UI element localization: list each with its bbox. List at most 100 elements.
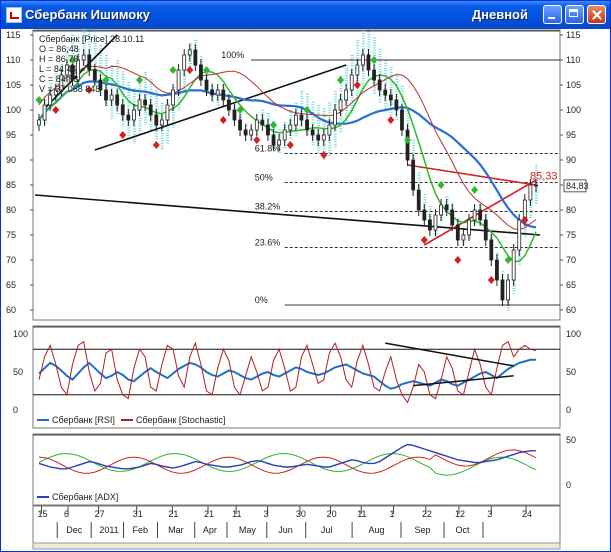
fib-level-label-1: 61.8% bbox=[255, 144, 281, 154]
candle-body-40 bbox=[260, 119, 265, 126]
fib-level-label-2: 50% bbox=[255, 173, 273, 183]
buy-signal-diamond-12 bbox=[102, 76, 110, 84]
candle-body-77 bbox=[467, 219, 471, 236]
candle-body-3 bbox=[53, 89, 58, 96]
candle-body-20 bbox=[148, 104, 153, 116]
last-price-label: 84,83 bbox=[566, 181, 589, 191]
sell-signal-diamond-9 bbox=[85, 86, 93, 94]
x-day-label-9: 20 bbox=[327, 509, 337, 519]
price-y-tick-left-0: 115 bbox=[6, 30, 20, 40]
sell-signal-diamond-69 bbox=[420, 236, 428, 244]
osc-legend-label-0: Сбербанк [RSI] bbox=[52, 415, 115, 425]
buy-signal-diamond-30 bbox=[203, 66, 211, 74]
chart-canvas: 1151151101101051051001009595909085858080… bbox=[6, 28, 589, 550]
candle-body-81 bbox=[489, 239, 494, 261]
candle-body-10 bbox=[92, 69, 97, 81]
candle-body-86 bbox=[517, 219, 522, 251]
x-month-label-0: Dec bbox=[66, 525, 83, 535]
close-button[interactable] bbox=[587, 5, 606, 24]
candle-body-37 bbox=[243, 129, 248, 136]
candle-body-78 bbox=[472, 209, 477, 221]
candle-body-89 bbox=[534, 184, 538, 187]
candle-body-34 bbox=[226, 99, 231, 111]
title-bar[interactable]: Сбербанк Ишимоку Дневной bbox=[1, 1, 610, 29]
x-month-label-4: Apr bbox=[203, 525, 217, 535]
buy-signal-diamond-18 bbox=[136, 76, 144, 84]
osc-series-line-1 bbox=[38, 340, 537, 404]
buy-signal-diamond-0 bbox=[35, 96, 43, 104]
candle-body-22 bbox=[159, 119, 164, 126]
buy-signal-diamond-84 bbox=[504, 256, 512, 264]
price-y-tick-left-6: 85 bbox=[6, 180, 16, 190]
buy-signal-diamond-72 bbox=[437, 181, 445, 189]
x-day-label-10: 11 bbox=[357, 509, 366, 519]
candle-body-76 bbox=[461, 234, 466, 241]
candle-body-45 bbox=[288, 124, 293, 131]
sell-signal-diamond-33 bbox=[219, 116, 227, 124]
osc-y-tick-left-0: 100 bbox=[13, 329, 28, 339]
fib-level-label-4: 23.6% bbox=[255, 238, 281, 248]
candle-body-83 bbox=[500, 279, 505, 301]
candle-body-9 bbox=[87, 54, 92, 71]
candle-body-61 bbox=[377, 79, 382, 91]
osc-y-tick-left-1: 50 bbox=[13, 367, 23, 377]
candle-body-27 bbox=[187, 49, 192, 56]
candle-body-56 bbox=[349, 74, 354, 91]
candle-body-88 bbox=[528, 184, 533, 201]
candle-body-28 bbox=[193, 49, 198, 66]
sell-signal-diamond-27 bbox=[186, 66, 194, 74]
candle-body-69 bbox=[422, 209, 427, 221]
moving-average-red bbox=[38, 65, 537, 231]
maximize-button[interactable] bbox=[565, 5, 584, 24]
candle-body-82 bbox=[495, 259, 499, 281]
trendline-channel-lower bbox=[94, 64, 347, 151]
buy-signal-diamond-48 bbox=[303, 106, 311, 114]
candle-body-17 bbox=[132, 109, 136, 121]
window-title: Сбербанк Ишимоку bbox=[25, 7, 150, 22]
candle-body-18 bbox=[137, 99, 142, 111]
price-y-tick-right-1: 110 bbox=[566, 55, 580, 65]
candle-body-8 bbox=[81, 54, 86, 61]
candle-body-12 bbox=[104, 89, 108, 101]
horizontal-scrollbar[interactable] bbox=[32, 542, 561, 550]
sell-signal-diamond-75 bbox=[454, 256, 462, 264]
buy-signal-diamond-78 bbox=[471, 186, 479, 194]
minimize-button[interactable] bbox=[543, 5, 562, 24]
candle-body-2 bbox=[48, 94, 53, 106]
candle-body-26 bbox=[182, 54, 187, 71]
x-day-label-14: 3 bbox=[487, 509, 492, 519]
x-day-label-0: 15 bbox=[37, 509, 47, 519]
x-day-label-6: 11 bbox=[232, 509, 241, 519]
x-month-label-10: Oct bbox=[456, 525, 471, 535]
price-y-tick-right-7: 80 bbox=[566, 205, 576, 215]
price-y-tick-left-9: 70 bbox=[6, 255, 16, 265]
candle-body-66 bbox=[405, 129, 410, 161]
adx-panel bbox=[32, 433, 561, 506]
fib-level-label-3: 38.2% bbox=[255, 202, 281, 212]
x-day-label-15: 24 bbox=[522, 509, 532, 519]
x-month-label-3: Mar bbox=[168, 525, 184, 535]
candle-body-51 bbox=[321, 134, 326, 141]
candle-body-46 bbox=[293, 114, 298, 126]
buy-signal-diamond-66 bbox=[404, 136, 412, 144]
x-month-label-5: May bbox=[239, 525, 257, 535]
price-y-tick-right-9: 70 bbox=[566, 255, 576, 265]
fib-level-label-5: 0% bbox=[255, 295, 268, 305]
x-month-label-1: 2011 bbox=[99, 525, 118, 535]
x-day-label-12: 22 bbox=[422, 509, 432, 519]
x-day-label-2: 27 bbox=[95, 509, 105, 519]
sell-signal-diamond-45 bbox=[286, 141, 294, 149]
candle-body-4 bbox=[59, 74, 64, 91]
timeframe-label[interactable]: Дневной bbox=[471, 7, 528, 22]
x-axis-area bbox=[32, 505, 561, 547]
price-y-tick-left-1: 110 bbox=[6, 55, 20, 65]
candle-body-21 bbox=[154, 114, 159, 126]
candle-body-79 bbox=[478, 209, 483, 221]
x-month-label-8: Aug bbox=[369, 525, 385, 535]
price-info-line-1: O = 86,48 bbox=[39, 44, 79, 54]
candle-body-13 bbox=[109, 94, 114, 101]
price-y-tick-right-3: 100 bbox=[566, 105, 581, 115]
osc-trendline-2 bbox=[413, 375, 514, 387]
candle-body-15 bbox=[120, 104, 125, 116]
adx-minus-di-line bbox=[38, 449, 537, 474]
